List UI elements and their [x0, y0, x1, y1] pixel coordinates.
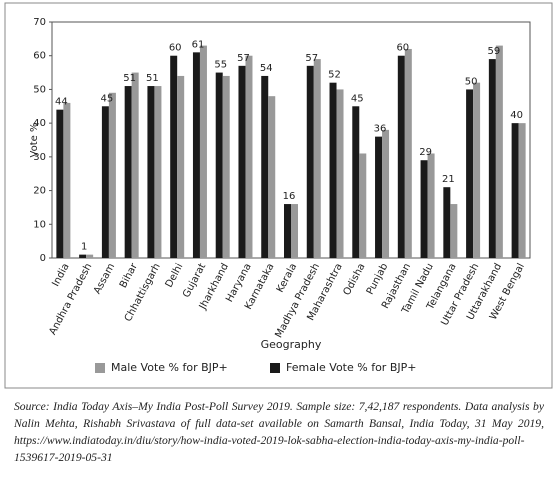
y-axis-label: Vote % — [29, 123, 40, 158]
bar — [473, 82, 481, 258]
x-tick-label: Odisha — [342, 262, 368, 298]
bar — [313, 59, 321, 259]
bar — [306, 65, 314, 258]
bar — [108, 92, 116, 258]
y-tick-label: 30 — [33, 152, 46, 163]
y-tick-label: 60 — [33, 51, 46, 62]
y-tick-label: 20 — [33, 186, 46, 197]
x-tick-label: India — [50, 262, 71, 289]
data-label: 52 — [328, 70, 341, 81]
bar — [336, 89, 344, 258]
data-label: 50 — [465, 76, 478, 87]
bar — [147, 86, 155, 258]
bar — [427, 153, 435, 258]
data-label: 51 — [146, 73, 159, 84]
bar — [488, 59, 496, 259]
chart: Vote % Geography 0 10 20 30 40 50 60 70 India 44 A… — [4, 2, 553, 389]
bar — [131, 72, 139, 258]
data-label: 60 — [169, 43, 182, 54]
bar — [450, 204, 458, 258]
bar — [284, 204, 291, 258]
x-tick-label: Andhra Pradesh — [47, 262, 94, 337]
bar — [268, 96, 276, 259]
y-tick-label: 0 — [40, 253, 46, 264]
bar — [511, 123, 519, 259]
bar — [192, 52, 200, 258]
data-label: 54 — [260, 63, 273, 74]
data-label: 40 — [510, 110, 523, 121]
bar — [518, 123, 526, 259]
frame — [4, 2, 553, 389]
data-label: 59 — [487, 46, 500, 57]
bar — [245, 55, 253, 258]
bar — [329, 82, 337, 258]
y-tick-label: 10 — [33, 219, 46, 230]
bar — [199, 45, 207, 258]
data-label: 60 — [396, 43, 409, 54]
bar — [56, 109, 64, 259]
x-tick-label: Delhi — [164, 262, 186, 290]
source-note: Source: India Today Axis–My India Post-P… — [14, 400, 544, 464]
bar — [375, 136, 383, 258]
data-label: 1 — [81, 242, 87, 253]
bar — [420, 160, 428, 258]
data-label: 57 — [237, 53, 250, 64]
data-label: 45 — [101, 93, 114, 104]
bar — [222, 75, 230, 258]
legend-label: Male Vote % for BJP+ — [111, 361, 228, 374]
bar — [63, 102, 71, 259]
bar — [291, 204, 298, 258]
data-label: 29 — [419, 147, 432, 158]
bar — [215, 72, 223, 258]
bar — [466, 89, 474, 258]
y-tick-label: 70 — [33, 17, 46, 28]
x-tick-label: Kerala — [275, 262, 299, 295]
bar — [101, 106, 109, 259]
data-label: 44 — [55, 97, 68, 108]
legend-label: Female Vote % for BJP+ — [286, 361, 416, 374]
bar — [397, 55, 405, 258]
bar — [404, 48, 412, 258]
bar — [382, 129, 390, 258]
x-tick-label: Assam — [92, 262, 117, 296]
bar — [238, 65, 246, 258]
data-label: 36 — [374, 124, 387, 135]
data-label: 45 — [351, 93, 364, 104]
data-label: 55 — [214, 60, 227, 71]
bar — [495, 45, 503, 258]
bar — [261, 75, 269, 258]
bar — [124, 86, 132, 258]
data-label: 57 — [305, 53, 318, 64]
x-axis-label: Geography — [261, 338, 322, 351]
bar — [86, 254, 94, 258]
legend-swatch — [270, 363, 280, 373]
bar — [154, 86, 162, 258]
bar — [177, 75, 185, 258]
data-label: 61 — [192, 39, 205, 50]
legend-swatch — [95, 363, 105, 373]
data-label: 16 — [283, 191, 296, 202]
y-tick-label: 50 — [33, 84, 46, 95]
bar — [443, 187, 451, 258]
bar — [352, 106, 360, 259]
data-label: 51 — [123, 73, 136, 84]
data-label: 21 — [442, 174, 455, 185]
bar — [359, 153, 367, 258]
y-tick-label: 40 — [33, 118, 46, 129]
x-tick-label: Bihar — [118, 261, 140, 290]
bar — [79, 254, 87, 258]
bar — [170, 55, 178, 258]
